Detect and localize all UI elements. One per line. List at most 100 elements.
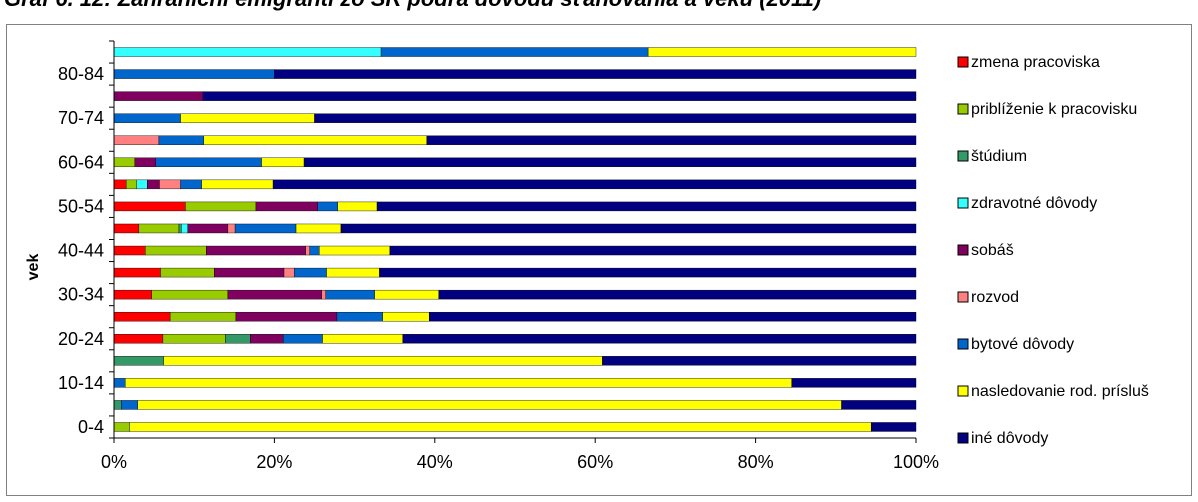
chart-title: Graf 6. 12: Zahraniční emigranti zo SR p… [4,0,821,12]
bar-segment-20-24-8 [402,334,917,344]
bar-segment-40-44-0 [113,245,146,256]
y-tick-label: 60-64 [58,152,104,172]
legend-label: nasledovanie rod. prísluš [971,383,1149,400]
bar-segment-60-64-4 [134,157,156,168]
bar-segment-5-9-7 [137,400,842,410]
bar-segment-25-29-8 [428,311,917,322]
legend-label: iné dôvody [971,430,1048,447]
bar-segment-55-59-5 [159,179,181,190]
bar-segment-70-74-6 [113,113,181,123]
bar-segment-15-19-8 [602,356,917,366]
bar-segment-65-69-6 [158,135,205,145]
bar-segment-25-29-4 [235,311,338,322]
bars-group [113,47,917,432]
bar-segment-35-39-5 [283,267,295,278]
bar-segment-50-54-6 [317,201,338,212]
bar-segment-30-34-4 [227,289,322,300]
bar-segment-55-59-6 [180,179,202,190]
bar-segment-50-54-7 [337,201,378,212]
bar-segment-15-19-2 [113,356,164,366]
bar-segment-55-59-1 [125,179,137,190]
bar-segment-75-79-4 [113,91,204,101]
bar-segment-55-59-8 [272,179,917,190]
legend-swatch [957,244,969,256]
bar-segment-45-49-6 [234,223,297,234]
legend-swatch [957,103,969,115]
axes-group [109,40,917,443]
legend-label: sobáš [971,242,1014,259]
y-tick-label: 0-4 [78,417,104,437]
bar-segment-25-29-6 [336,311,383,322]
bar-segment-80-84-6 [113,69,275,79]
bar-segment-35-39-6 [294,267,327,278]
legend-swatch [957,291,969,303]
chart-svg: vek 0-4 10-14 20-24 30-34 40-44 50-54 60-64 70-… [25,40,1149,472]
bar-segment-50-54-8 [376,201,917,212]
bar-segment-20-24-2 [225,334,251,344]
bar-segment-65-69-5 [113,135,160,145]
legend-label: štúdium [971,148,1027,165]
bar-segment-5-9-6 [121,400,138,410]
bar-segment-10-14-6 [113,378,126,388]
legend-label: zdravotné dôvody [971,195,1097,212]
bar-segment-50-54-4 [255,201,318,212]
bar-segment-85+-3 [113,47,382,57]
bar-segment-20-24-1 [162,334,226,344]
bar-segment-75-79-8 [202,91,917,101]
legend-label: bytové dôvody [971,336,1074,353]
bar-segment-60-64-7 [261,157,305,168]
x-tick-label: 100% [893,452,939,472]
bar-segment-15-19-7 [163,356,603,366]
bar-segment-35-39-4 [214,267,285,278]
legend-swatch [957,432,969,444]
bar-segment-20-24-6 [283,334,323,344]
bar-segment-45-49-0 [113,223,140,234]
bar-segment-85+-7 [647,47,917,57]
bar-segment-70-74-7 [180,113,315,123]
bar-segment-35-39-7 [326,267,380,278]
bar-segment-25-29-1 [169,311,237,322]
bar-segment-45-49-1 [138,223,180,234]
bar-segment-0-4-7 [129,422,872,432]
x-tick-label: 40% [417,452,453,472]
bar-segment-80-84-8 [274,69,917,79]
bar-segment-0-4-1 [113,422,130,432]
legend-swatch [957,338,969,350]
x-tick-label: 80% [738,452,774,472]
y-tick-label: 20-24 [58,329,104,349]
bar-segment-45-49-3 [181,223,188,234]
bar-segment-40-44-7 [319,245,391,256]
y-tick-label: 40-44 [58,241,104,261]
bar-segment-45-49-5 [227,223,236,234]
bar-segment-70-74-8 [314,113,917,123]
bar-segment-35-39-8 [379,267,917,278]
bar-segment-55-59-0 [113,179,127,190]
legend-label: priblíženie k pracovisku [971,101,1137,118]
y-axis-title: vek [25,254,42,281]
x-tick-label: 60% [577,452,613,472]
bar-segment-85+-6 [380,47,649,57]
legend-swatch [957,197,969,209]
bar-segment-30-34-0 [113,289,152,300]
y-tick-label: 50-54 [58,196,104,216]
bar-segment-10-14-8 [791,378,917,388]
bar-segment-40-44-6 [309,245,320,256]
bar-segment-55-59-3 [136,179,148,190]
bar-segment-45-49-8 [340,223,917,234]
bar-segment-40-44-8 [389,245,917,256]
x-tick-label: 0% [101,452,127,472]
bar-segment-20-24-0 [113,334,164,344]
bar-segment-30-34-6 [325,289,375,300]
y-tick-label: 10-14 [58,373,104,393]
bar-segment-55-59-7 [201,179,274,190]
bar-segment-40-44-4 [206,245,306,256]
bar-segment-40-44-5 [305,245,310,256]
bar-segment-60-64-6 [155,157,262,168]
x-tick-labels: 0% 20% 40% 60% 80% 100% [101,452,939,472]
bar-segment-20-24-7 [322,334,403,344]
legend-label: rozvod [971,289,1019,306]
bar-segment-5-9-8 [841,400,917,410]
bar-segment-30-34-5 [321,289,326,300]
bar-segment-30-34-8 [438,289,917,300]
y-tick-label: 30-34 [58,285,104,305]
